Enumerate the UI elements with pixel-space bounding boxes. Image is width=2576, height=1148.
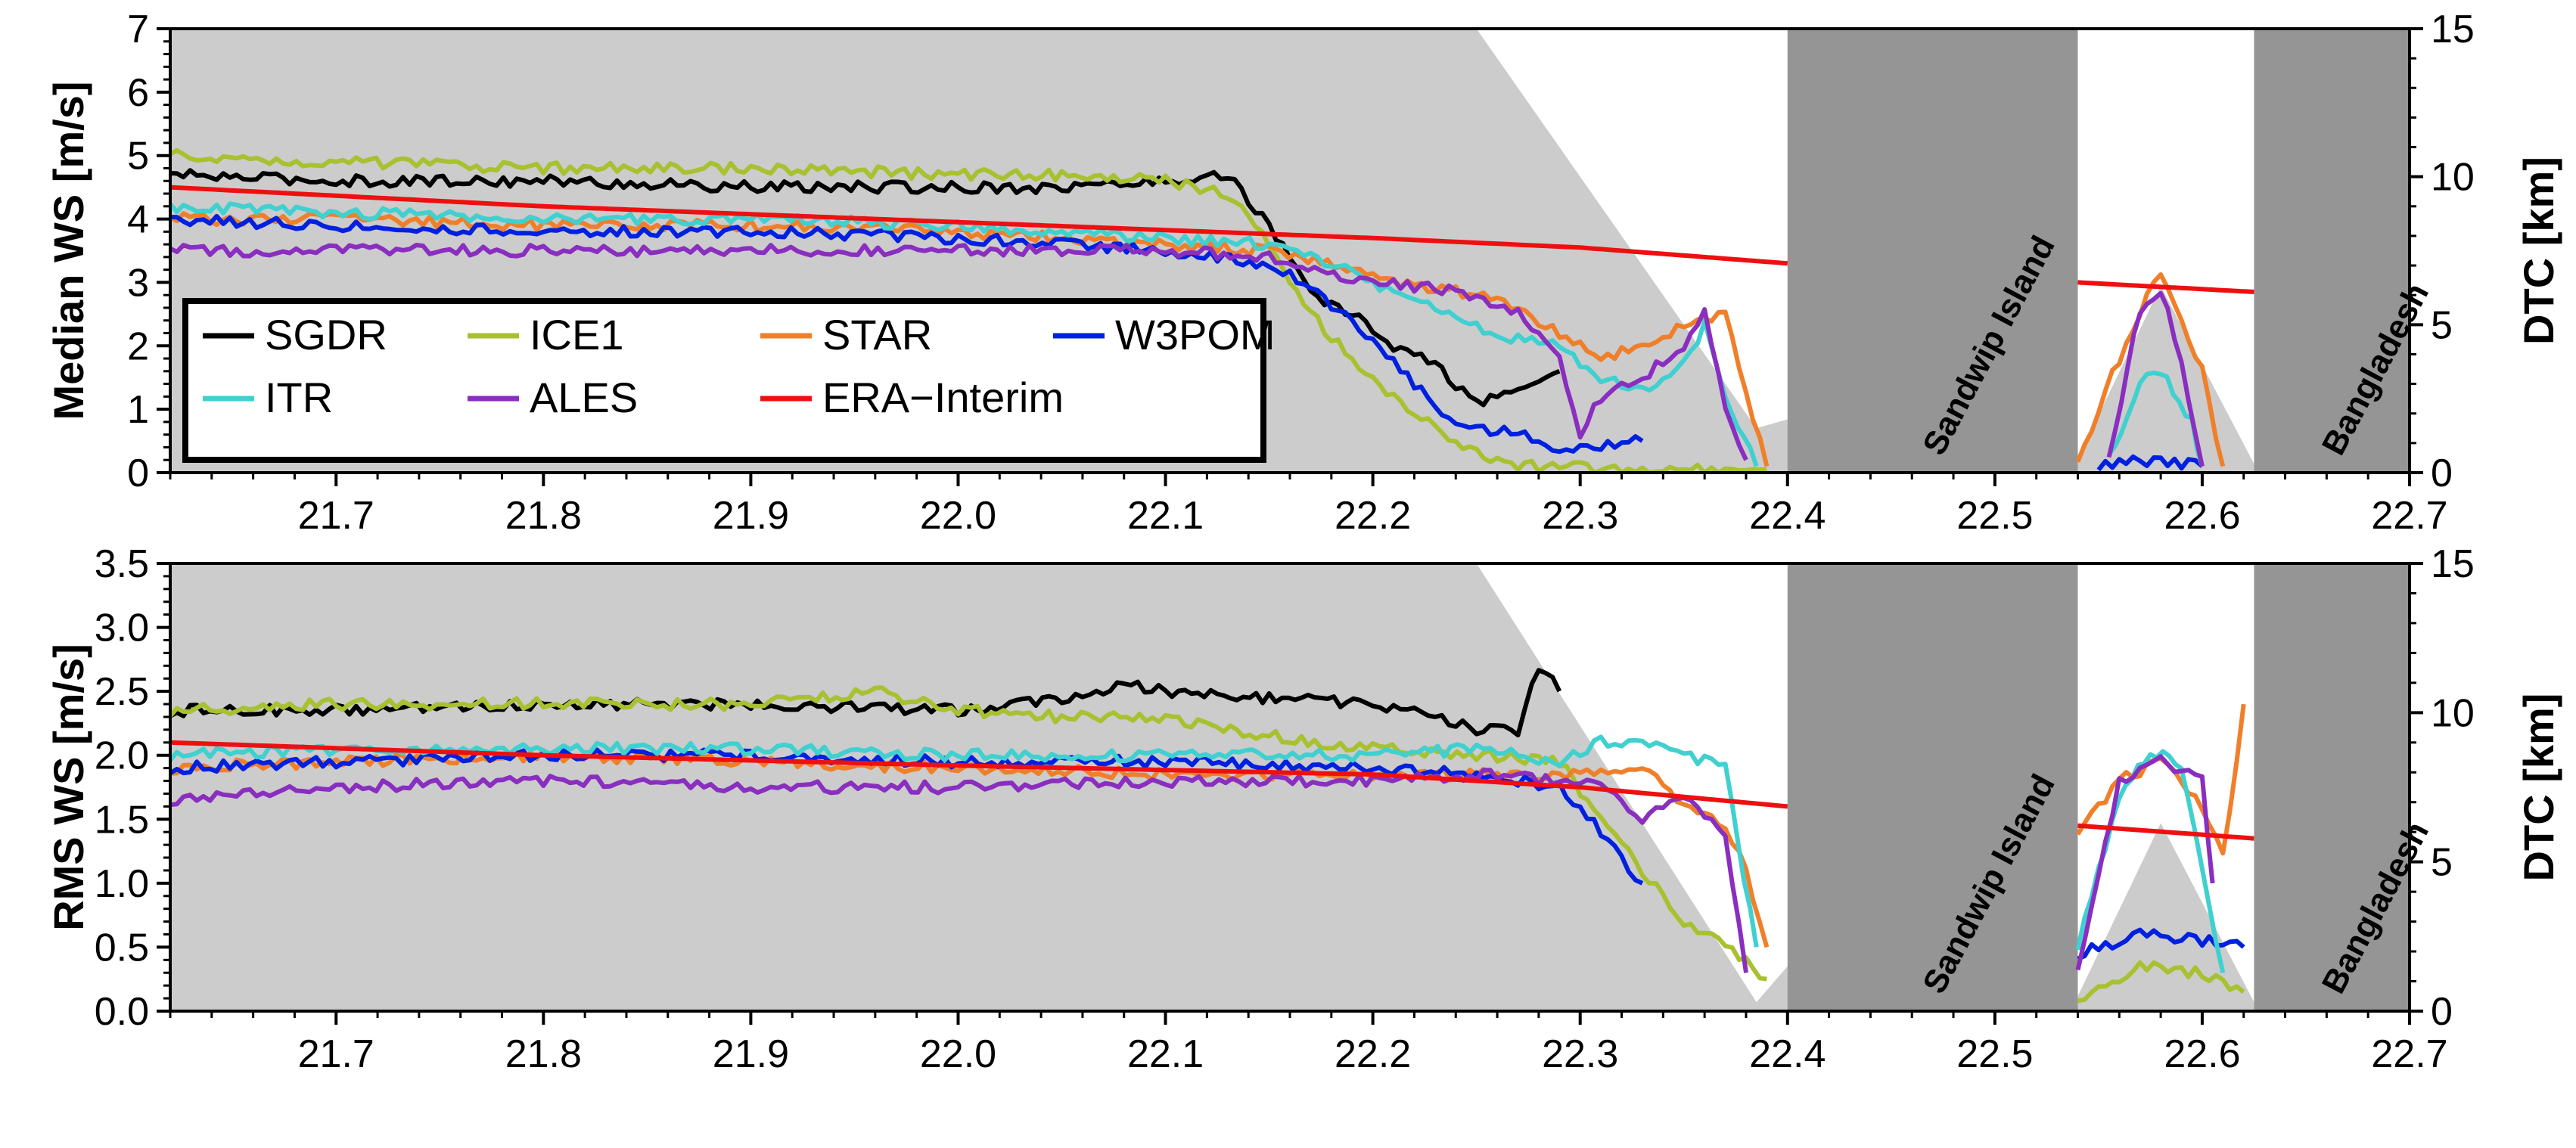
y2-tick-label: 10 <box>2431 691 2475 735</box>
land-region <box>1787 29 2078 473</box>
x-tick-label: 22.7 <box>2371 1032 2447 1076</box>
x-tick-label: 22.7 <box>2371 494 2447 538</box>
x-tick-label: 22.1 <box>1127 494 1204 538</box>
x-tick-label: 21.7 <box>298 494 374 538</box>
x-tick-label: 21.8 <box>505 494 582 538</box>
series-line <box>2096 454 2204 472</box>
x-tick-label: 21.8 <box>505 1032 582 1076</box>
y-tick-label: 2.5 <box>95 670 149 714</box>
y-tick-label: 2.0 <box>95 734 149 778</box>
y2-axis-title: DTC [km] <box>2515 693 2562 882</box>
x-tick-label: 21.9 <box>713 494 789 538</box>
land-region <box>1787 563 2078 1011</box>
series-line <box>170 201 1759 467</box>
y-tick-label: 6 <box>127 71 149 115</box>
series-line <box>170 734 1759 948</box>
legend-label: ALES <box>530 374 638 421</box>
y2-tick-label: 0 <box>2431 990 2453 1034</box>
legend-label: ITR <box>265 374 333 421</box>
y-tick-label: 1.0 <box>95 862 149 906</box>
x-tick-label: 22.0 <box>920 494 996 538</box>
y2-tick-label: 0 <box>2431 451 2453 495</box>
y2-tick-label: 15 <box>2431 8 2475 51</box>
series-line <box>170 243 1748 461</box>
series-line <box>170 211 1770 467</box>
legend-box <box>182 298 1266 463</box>
series-line <box>170 668 1562 738</box>
y2-axis-title: DTC [km] <box>2515 157 2562 345</box>
x-tick-label: 22.5 <box>1956 1032 2033 1076</box>
y-tick-label: 7 <box>127 8 149 51</box>
series-line <box>2107 370 2205 467</box>
y2-tick-label: 5 <box>2431 841 2453 885</box>
legend-label: STAR <box>822 311 932 358</box>
legend: SGDR ICE1 STAR W3POM ITR ALES ERA−Interim <box>182 298 1276 463</box>
x-tick-label: 22.2 <box>1335 1032 1411 1076</box>
land-region <box>2254 563 2410 1011</box>
y-axis-title: RMS WS [m/s] <box>45 644 92 931</box>
y-tick-label: 3.0 <box>95 607 149 650</box>
y2-tick-label: 10 <box>2431 156 2475 200</box>
x-tick-label: 22.3 <box>1542 494 1618 538</box>
land-region <box>2254 29 2410 473</box>
y-tick-label: 5 <box>127 135 149 178</box>
series-line <box>2077 960 2245 1004</box>
series-line <box>170 147 1767 473</box>
x-tick-label: 22.5 <box>1956 494 2033 538</box>
y-tick-label: 0.0 <box>95 990 149 1034</box>
y-tick-label: 1 <box>127 388 149 432</box>
dtc-area <box>170 563 2254 1011</box>
y-tick-label: 2 <box>127 324 149 368</box>
legend-label: SGDR <box>265 311 387 358</box>
x-tick-label: 22.3 <box>1542 1032 1618 1076</box>
legend-label: ERA−Interim <box>822 374 1064 421</box>
series-line <box>2075 754 2215 971</box>
x-tick-label: 22.0 <box>920 1032 996 1076</box>
y-tick-label: 1.5 <box>95 798 149 842</box>
y2-tick-label: 15 <box>2431 542 2475 586</box>
y2-tick-label: 5 <box>2431 303 2453 347</box>
legend-label: W3POM <box>1115 311 1276 358</box>
x-tick-label: 22.6 <box>2164 494 2240 538</box>
series-line <box>170 168 1561 408</box>
y-axis-title: Median WS [m/s] <box>45 81 92 420</box>
y-tick-label: 0.5 <box>95 926 149 970</box>
y-tick-label: 3 <box>127 261 149 305</box>
x-tick-label: 22.1 <box>1127 1032 1204 1076</box>
x-tick-label: 22.4 <box>1749 1032 1826 1076</box>
y-tick-label: 3.5 <box>95 542 149 586</box>
legend-label: ICE1 <box>530 311 624 358</box>
series-line <box>2077 280 2254 294</box>
x-tick-label: 22.2 <box>1335 494 1411 538</box>
series-line <box>170 185 1788 266</box>
y-tick-label: 4 <box>127 198 149 242</box>
y-tick-label: 0 <box>127 451 149 495</box>
x-tick-label: 22.6 <box>2164 1032 2240 1076</box>
series-line <box>2106 290 2205 467</box>
x-tick-label: 21.7 <box>298 1032 374 1076</box>
x-tick-label: 22.4 <box>1749 494 1826 538</box>
series-line <box>170 740 1788 809</box>
x-tick-label: 21.9 <box>713 1032 789 1076</box>
series-line <box>2077 823 2254 841</box>
series-line <box>170 213 1644 455</box>
